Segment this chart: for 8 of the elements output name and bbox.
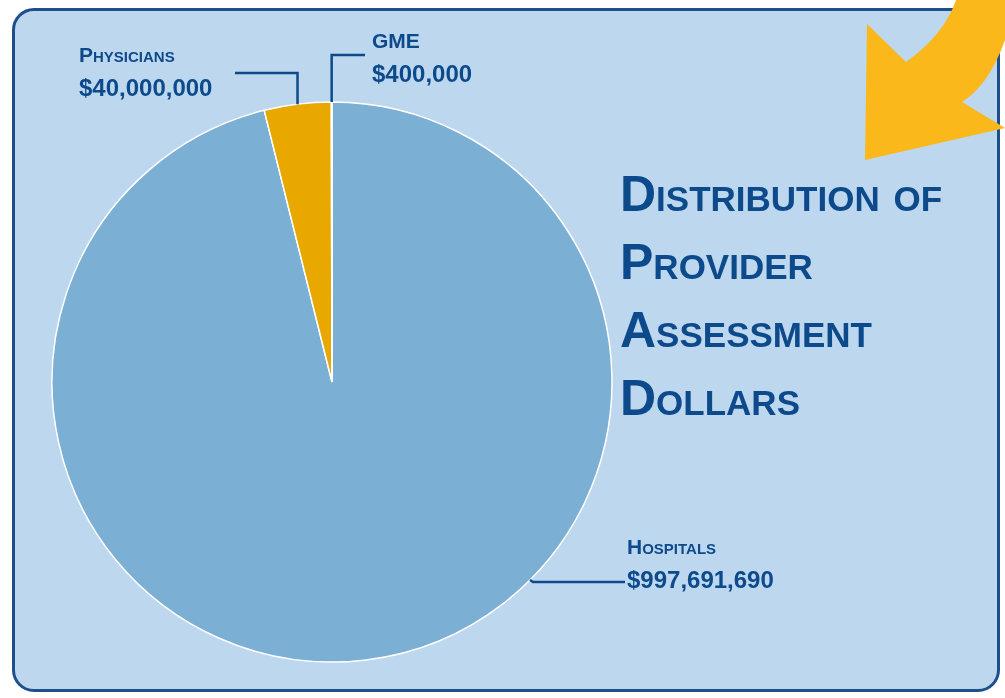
data-label: $400,000 [372, 60, 473, 87]
slice-label: Physicians [79, 43, 175, 66]
data-label: $40,000,000 [79, 74, 213, 101]
data-label: $997,691,690 [627, 566, 774, 593]
pie-slice [51, 101, 613, 663]
slice-label: GME [372, 29, 420, 52]
slice-label: Hospitals [627, 535, 717, 558]
text: Distribution of Provider Assessment Dollars [620, 165, 944, 428]
